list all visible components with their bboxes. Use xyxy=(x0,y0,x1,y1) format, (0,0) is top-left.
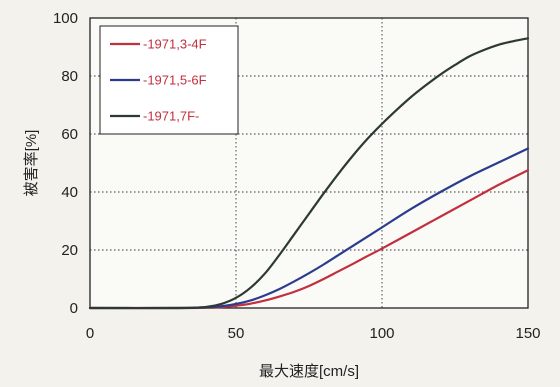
x-tick-label-0: 0 xyxy=(86,325,94,342)
y-tick-label-3: 60 xyxy=(61,126,78,143)
y-tick-labels: 0 20 40 60 80 100 xyxy=(53,10,78,317)
x-tick-label-1: 50 xyxy=(228,325,245,342)
x-tick-label-2: 100 xyxy=(369,325,394,342)
y-tick-label-2: 40 xyxy=(61,184,78,201)
x-tick-label-3: 150 xyxy=(515,325,540,342)
y-tick-label-4: 80 xyxy=(61,68,78,85)
legend-label-1: -1971,5-6F xyxy=(143,73,207,88)
y-axis-title: 被害率[%] xyxy=(23,130,40,197)
x-tick-labels: 0 50 100 150 xyxy=(86,325,541,342)
y-tick-label-0: 0 xyxy=(70,300,78,317)
series-line-1 xyxy=(88,147,530,310)
y-tick-label-1: 20 xyxy=(61,242,78,259)
legend: -1971,3-4F -1971,5-6F -1971,7F- xyxy=(99,25,239,135)
y-tick-label-5: 100 xyxy=(53,10,78,27)
legend-label-2: -1971,7F- xyxy=(143,109,199,124)
legend-label-0: -1971,3-4F xyxy=(143,37,207,52)
series-layer xyxy=(88,37,530,310)
x-axis-title: 最大速度[cm/s] xyxy=(259,363,359,380)
series-line-2 xyxy=(88,37,530,310)
